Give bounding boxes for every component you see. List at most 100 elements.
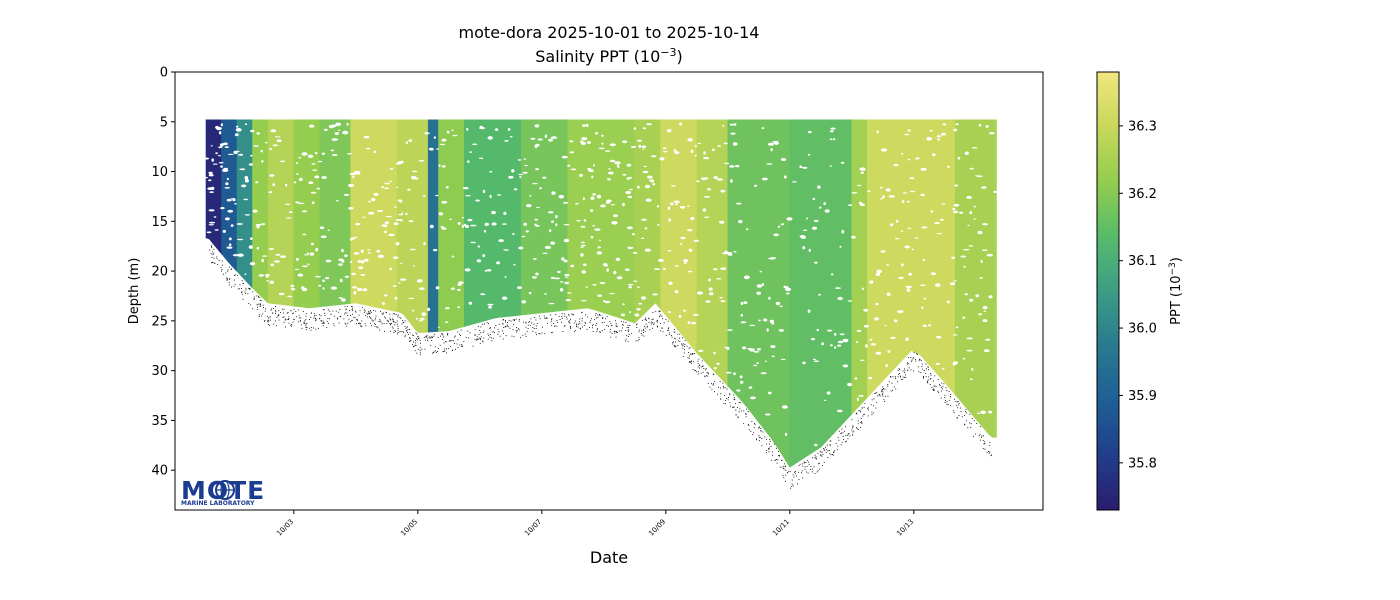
bottom-depth-point xyxy=(978,435,980,437)
profile-gap xyxy=(600,204,606,208)
bottom-depth-point xyxy=(374,325,376,327)
bottom-depth-point xyxy=(781,466,783,468)
bottom-depth-point xyxy=(483,337,485,339)
profile-gap xyxy=(593,164,595,167)
profile-gap xyxy=(432,248,438,252)
bottom-depth-point xyxy=(747,424,749,425)
profile-gap xyxy=(807,309,811,313)
bottom-depth-point xyxy=(651,321,652,323)
bottom-depth-point xyxy=(392,318,394,320)
profile-gap xyxy=(327,229,330,231)
bottom-depth-point xyxy=(852,431,854,433)
bottom-depth-point xyxy=(879,394,880,396)
bottom-depth-point xyxy=(592,327,593,329)
bottom-depth-point xyxy=(704,376,706,378)
bottom-depth-point xyxy=(851,429,853,431)
profile-gap xyxy=(705,300,711,303)
bottom-depth-point xyxy=(267,319,269,321)
profile-gap xyxy=(307,154,314,158)
profile-gap xyxy=(508,175,514,179)
bottom-depth-point xyxy=(717,393,718,395)
chart-subtitle-base: Salinity PPT (10 xyxy=(535,47,660,66)
profile-gap xyxy=(640,237,645,239)
bottom-depth-point xyxy=(587,316,588,318)
profile-gap xyxy=(880,197,883,200)
bottom-depth-point xyxy=(304,320,306,322)
profile-gap xyxy=(312,169,318,171)
bottom-depth-point xyxy=(303,322,305,324)
bottom-depth-point xyxy=(450,340,452,342)
bottom-depth-point xyxy=(269,324,271,326)
bottom-depth-point xyxy=(597,317,599,318)
bottom-depth-point xyxy=(761,438,763,439)
profile-gap xyxy=(720,300,726,303)
profile-gap xyxy=(355,223,361,226)
bottom-depth-point xyxy=(478,333,480,335)
profile-gap xyxy=(982,306,988,310)
profile-gap xyxy=(768,391,772,395)
profile-gap xyxy=(226,246,233,249)
bottom-depth-point xyxy=(662,331,664,333)
bottom-depth-point xyxy=(412,344,413,346)
bottom-depth-point xyxy=(984,448,986,450)
bottom-depth-point xyxy=(656,321,658,323)
profile-gap xyxy=(398,161,402,165)
bottom-depth-point xyxy=(239,288,240,290)
bottom-depth-point xyxy=(573,331,575,333)
profile-gap xyxy=(575,202,579,205)
bottom-depth-point xyxy=(228,281,230,283)
bottom-depth-point xyxy=(924,372,926,374)
bottom-depth-point xyxy=(740,410,742,412)
profile-gap xyxy=(395,242,400,246)
profile-gap xyxy=(668,311,671,314)
bottom-depth-point xyxy=(913,351,915,353)
bottom-depth-point xyxy=(933,390,934,391)
bottom-depth-point xyxy=(482,340,483,342)
profile-gap xyxy=(343,193,350,196)
bottom-depth-point xyxy=(823,461,825,463)
bottom-depth-point xyxy=(821,455,823,457)
profile-gap xyxy=(356,287,363,292)
bottom-depth-point xyxy=(550,314,552,316)
bottom-depth-point xyxy=(487,338,489,340)
bottom-depth-point xyxy=(561,317,563,319)
bottom-depth-point xyxy=(675,346,676,348)
bottom-depth-point xyxy=(688,352,690,353)
bottom-depth-point xyxy=(814,457,816,459)
bottom-depth-point xyxy=(351,306,353,308)
bottom-depth-point xyxy=(510,320,512,322)
bottom-depth-point xyxy=(416,333,418,335)
profile-gap xyxy=(306,252,310,255)
bottom-depth-point xyxy=(212,262,214,264)
bottom-depth-point xyxy=(696,371,698,373)
bottom-depth-point xyxy=(368,313,370,315)
profile-gap xyxy=(719,220,725,224)
profile-gap xyxy=(777,225,781,228)
bottom-depth-point xyxy=(688,348,690,350)
profile-gap xyxy=(880,250,886,253)
bottom-depth-point xyxy=(282,317,284,318)
profile-gap xyxy=(561,155,568,159)
bottom-depth-point xyxy=(781,460,782,461)
bottom-depth-point xyxy=(990,455,992,457)
profile-gap xyxy=(579,173,583,177)
profile-gap xyxy=(874,317,879,321)
bottom-depth-point xyxy=(344,312,346,314)
profile-gap xyxy=(722,124,725,127)
bottom-depth-point xyxy=(343,318,345,320)
bottom-depth-point xyxy=(884,388,886,390)
profile-gap xyxy=(858,201,863,205)
bottom-depth-point xyxy=(820,451,822,453)
bottom-depth-point xyxy=(386,323,388,325)
profile-gap xyxy=(309,252,315,256)
profile-gap xyxy=(204,177,209,179)
bottom-depth-point xyxy=(918,360,920,362)
bottom-depth-point xyxy=(628,329,630,331)
bottom-depth-point xyxy=(798,471,799,473)
profile-gap xyxy=(524,164,528,167)
bottom-depth-point xyxy=(416,338,417,340)
bottom-depth-point xyxy=(707,375,709,377)
bottom-depth-point xyxy=(599,314,600,316)
bottom-depth-point xyxy=(590,320,591,322)
profile-gap xyxy=(594,228,601,231)
